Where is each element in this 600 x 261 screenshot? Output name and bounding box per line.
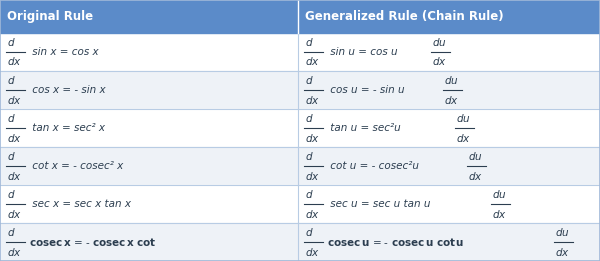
- Bar: [0, 109, 600, 147]
- Text: sin u = cos u: sin u = cos u: [327, 47, 398, 57]
- Text: $dx$: $dx$: [432, 56, 447, 67]
- Text: $du$: $du$: [555, 226, 569, 238]
- Text: $dx$: $dx$: [555, 246, 570, 258]
- Text: $d$: $d$: [7, 74, 16, 86]
- Text: $dx$: $dx$: [7, 132, 22, 144]
- Bar: [0, 185, 600, 223]
- Text: $d$: $d$: [305, 36, 313, 48]
- Text: $d$: $d$: [305, 226, 313, 238]
- Text: $\bf{cosec\,x}$ = - $\bf{cosec\,x}$ $\bf{cot}$: $\bf{cosec\,x}$ = - $\bf{cosec\,x}$ $\bf…: [29, 236, 157, 248]
- Text: $dx$: $dx$: [492, 208, 507, 220]
- Text: $dx$: $dx$: [7, 246, 22, 258]
- Text: $dx$: $dx$: [7, 56, 22, 67]
- Text: $d$: $d$: [305, 150, 313, 162]
- Text: $d$: $d$: [7, 150, 16, 162]
- Text: tan x = sec² x: tan x = sec² x: [29, 123, 106, 133]
- Text: $dx$: $dx$: [468, 170, 483, 182]
- Bar: [0, 223, 600, 261]
- Text: $du$: $du$: [432, 36, 446, 48]
- Bar: [0, 147, 600, 185]
- Text: $d$: $d$: [7, 112, 16, 124]
- Text: $dx$: $dx$: [305, 246, 320, 258]
- Text: $dx$: $dx$: [305, 208, 320, 220]
- Text: $dx$: $dx$: [444, 93, 459, 105]
- Text: $dx$: $dx$: [305, 132, 320, 144]
- Text: $du$: $du$: [456, 112, 470, 124]
- Text: sin x = cos x: sin x = cos x: [29, 47, 99, 57]
- Text: $d$: $d$: [305, 74, 313, 86]
- Bar: [0, 0, 600, 33]
- Text: $dx$: $dx$: [305, 170, 320, 182]
- Text: $du$: $du$: [492, 188, 506, 200]
- Text: cot u = - cosec²u: cot u = - cosec²u: [327, 161, 419, 171]
- Text: $d$: $d$: [7, 36, 16, 48]
- Text: $d$: $d$: [7, 226, 16, 238]
- Text: cot x = - cosec² x: cot x = - cosec² x: [29, 161, 124, 171]
- Text: sec x = sec x tan x: sec x = sec x tan x: [29, 199, 131, 209]
- Text: Original Rule: Original Rule: [7, 10, 94, 23]
- Text: $d$: $d$: [7, 188, 16, 200]
- Text: tan u = sec²u: tan u = sec²u: [327, 123, 401, 133]
- Text: $dx$: $dx$: [456, 132, 471, 144]
- Text: $dx$: $dx$: [305, 93, 320, 105]
- Bar: [0, 71, 600, 109]
- Text: $d$: $d$: [305, 112, 313, 124]
- Text: cos u = - sin u: cos u = - sin u: [327, 85, 404, 95]
- Text: sec u = sec u tan u: sec u = sec u tan u: [327, 199, 431, 209]
- Bar: [0, 33, 600, 71]
- Text: cos x = - sin x: cos x = - sin x: [29, 85, 106, 95]
- Text: $dx$: $dx$: [7, 93, 22, 105]
- Text: $dx$: $dx$: [305, 56, 320, 67]
- Text: $d$: $d$: [305, 188, 313, 200]
- Text: $du$: $du$: [468, 150, 482, 162]
- Text: Generalized Rule (Chain Rule): Generalized Rule (Chain Rule): [305, 10, 503, 23]
- Text: $dx$: $dx$: [7, 208, 22, 220]
- Text: $du$: $du$: [444, 74, 458, 86]
- Text: $dx$: $dx$: [7, 170, 22, 182]
- Text: $\bf{cosec\,u}$ = - $\bf{cosec\,u}$ $\bf{cot\,u}$: $\bf{cosec\,u}$ = - $\bf{cosec\,u}$ $\bf…: [327, 236, 464, 248]
